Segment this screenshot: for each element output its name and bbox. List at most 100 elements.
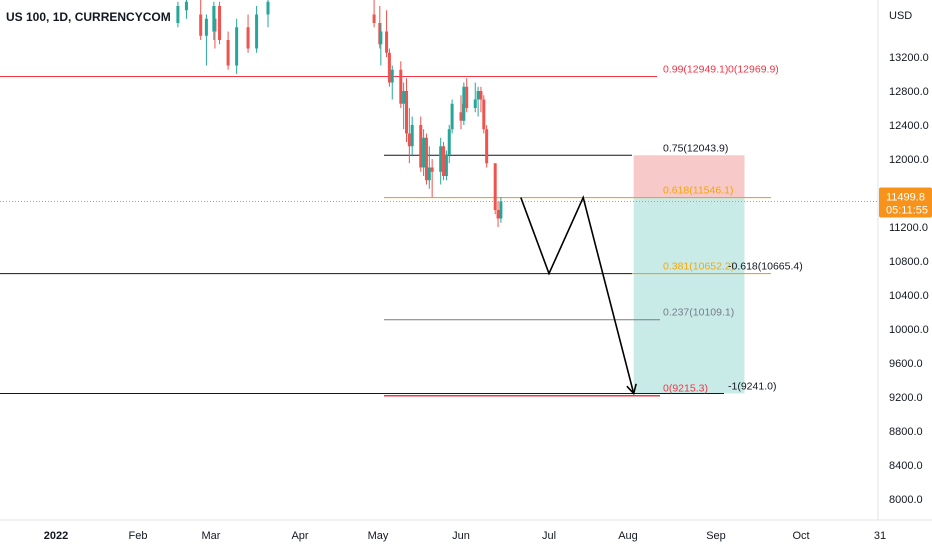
candle[interactable]	[379, 23, 383, 66]
candle[interactable]	[424, 133, 428, 185]
candle[interactable]	[212, 1, 216, 40]
time-tick-label: Aug	[618, 530, 638, 542]
candle[interactable]	[447, 125, 451, 164]
candle-body	[266, 1, 270, 15]
level-lines-layer	[0, 76, 878, 397]
candle[interactable]	[427, 146, 431, 189]
time-axis[interactable]: 2022 Feb Mar Apr May Jun Jul Aug Sep Oct 31	[44, 530, 886, 542]
candle[interactable]	[246, 14, 250, 53]
candle[interactable]	[204, 14, 208, 66]
price-tick-label: 13200.0	[889, 52, 929, 64]
time-tick-label: 2022	[44, 530, 68, 542]
candle[interactable]	[482, 95, 486, 134]
candle-countdown: 05:11:55	[886, 205, 928, 217]
candle[interactable]	[430, 159, 434, 198]
candle-body	[442, 146, 446, 176]
candle[interactable]	[476, 86, 480, 117]
candle[interactable]	[199, 0, 203, 40]
time-tick-label: Sep	[706, 530, 726, 542]
candle[interactable]	[402, 82, 406, 130]
fib-level-label: 0(12969.9)	[728, 64, 779, 76]
time-tick-label: Apr	[291, 530, 308, 542]
current-price-value: 11499.8	[886, 192, 925, 204]
candle[interactable]	[226, 31, 230, 70]
candle[interactable]	[496, 201, 500, 228]
candle[interactable]	[372, 0, 376, 28]
price-tick-label: 12400.0	[889, 120, 929, 132]
candle[interactable]	[473, 82, 477, 113]
candle-body	[499, 201, 503, 219]
candle[interactable]	[387, 48, 391, 87]
price-tick-label: 9600.0	[889, 358, 923, 370]
candle-body	[482, 99, 486, 130]
candle[interactable]	[459, 95, 463, 130]
candle-body	[235, 27, 239, 66]
candle-body	[496, 210, 500, 219]
candle-body	[424, 137, 428, 181]
candle-body	[462, 86, 466, 121]
price-tick-label: 8800.0	[889, 426, 923, 438]
price-tick-label: 10000.0	[889, 324, 929, 336]
candle[interactable]	[410, 116, 414, 155]
candle-body	[184, 1, 188, 11]
candle[interactable]	[235, 18, 239, 74]
candle-body	[450, 103, 454, 130]
candle-body	[385, 31, 389, 53]
candle[interactable]	[184, 0, 188, 19]
candle[interactable]	[479, 86, 483, 113]
projection-layer	[520, 195, 637, 396]
candle-body	[473, 99, 477, 108]
candle[interactable]	[419, 116, 423, 172]
candle-body	[485, 129, 489, 164]
candle[interactable]	[450, 99, 454, 134]
candle-body	[427, 167, 431, 181]
candles-layer[interactable]	[176, 0, 503, 228]
fib-level-label: -0.618(10665.4)	[728, 261, 803, 273]
stop-loss-zone	[633, 155, 745, 198]
candle[interactable]	[493, 163, 497, 215]
chart-title: US 100, 1D, CURRENCYCOM	[6, 10, 171, 24]
candle[interactable]	[390, 65, 394, 100]
candle[interactable]	[462, 82, 466, 126]
candle-body	[390, 69, 394, 83]
candle-body	[476, 91, 480, 100]
candle-body	[493, 163, 497, 210]
current-price-badge	[879, 187, 932, 218]
candle[interactable]	[399, 61, 403, 108]
candle-body	[402, 91, 406, 104]
candle-body	[399, 69, 403, 104]
candle[interactable]	[385, 10, 389, 57]
time-tick-label: Mar	[202, 530, 221, 542]
price-tick-label: 8000.0	[889, 494, 923, 506]
candle[interactable]	[485, 125, 489, 168]
fib-level-label: 0.75(12043.9)	[663, 142, 728, 154]
candle[interactable]	[422, 129, 426, 176]
candle[interactable]	[218, 1, 222, 45]
current-price-marker: 11499.805:11:55	[879, 187, 932, 218]
time-tick-label: Feb	[129, 530, 148, 542]
candle[interactable]	[266, 0, 270, 28]
time-tick-label: Oct	[792, 530, 809, 542]
candle[interactable]	[442, 142, 446, 181]
time-tick-label: 31	[874, 530, 886, 542]
candle[interactable]	[176, 1, 180, 28]
candle-body	[419, 125, 423, 168]
candle[interactable]	[444, 150, 448, 181]
fib-level-label: 0(9215.3)	[663, 383, 708, 395]
projection-path	[520, 195, 635, 394]
candle-body	[379, 31, 383, 45]
position-box-layer	[633, 155, 745, 394]
candle[interactable]	[407, 108, 411, 164]
candle[interactable]	[255, 6, 259, 53]
candle[interactable]	[465, 78, 469, 113]
candle-body	[246, 27, 250, 49]
candle[interactable]	[405, 78, 408, 142]
candle-body	[447, 129, 451, 155]
fib-level-label: 0.237(10109.1)	[663, 307, 734, 319]
candle[interactable]	[439, 137, 443, 185]
candle[interactable]	[499, 197, 503, 223]
price-tick-label: 11200.0	[889, 222, 928, 234]
candle-body	[255, 14, 259, 49]
